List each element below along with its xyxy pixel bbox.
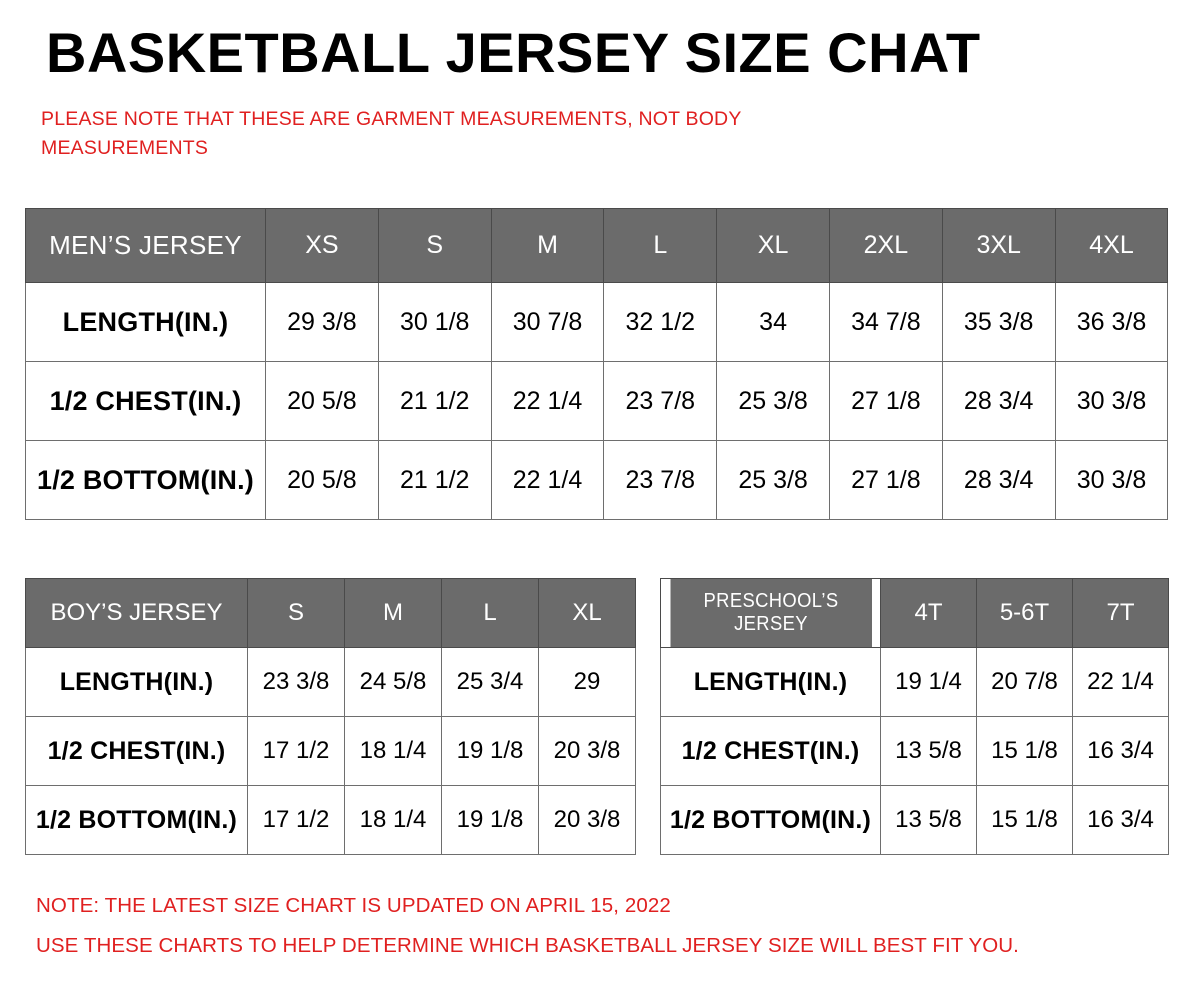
size-column-header: 2XL <box>828 208 943 283</box>
table-row: 1/2 BOTTOM(IN.) 20 5/8 21 1/2 22 1/4 23 7/8 2… <box>25 440 1169 520</box>
measurement-cell: 16 3/4 <box>1072 785 1169 855</box>
measurement-cell: 36 3/8 <box>1054 282 1169 362</box>
measurement-cell: 28 3/4 <box>941 440 1056 520</box>
measurement-cell: 35 3/8 <box>941 282 1056 362</box>
measurement-cell: 23 7/8 <box>603 440 718 520</box>
measurement-cell: 24 5/8 <box>344 647 442 717</box>
measurement-cell: 19 1/8 <box>441 785 539 855</box>
measurement-cell: 25 3/4 <box>441 647 539 717</box>
measurement-cell: 13 5/8 <box>880 785 977 855</box>
measurement-cell: 32 1/2 <box>603 282 718 362</box>
boys-jersey-size-table: BOY’S JERSEY S M L XL LENGTH(IN.) 23 3/8 24 5… <box>25 578 636 855</box>
measurement-cell: 20 3/8 <box>538 716 636 786</box>
size-column-header: 3XL <box>941 208 1056 283</box>
measurement-row-label: 1/2 CHEST(IN.) <box>25 361 266 441</box>
table-header-row: PRESCHOOL’S JERSEY 4T 5-6T 7T <box>661 578 1169 648</box>
table-row: 1/2 BOTTOM(IN.) 17 1/2 18 1/4 19 1/8 20 3/8 <box>25 785 636 855</box>
table-row: 1/2 CHEST(IN.) 20 5/8 21 1/2 22 1/4 23 7/8 25… <box>25 361 1169 441</box>
measurement-cell: 34 <box>716 282 830 362</box>
measurement-cell: 23 3/8 <box>247 647 345 717</box>
size-column-header: M <box>344 578 442 648</box>
table-row: 1/2 CHEST(IN.) 13 5/8 15 1/8 16 3/4 <box>660 716 1169 786</box>
size-column-header: M <box>490 208 605 283</box>
size-column-header: 4T <box>880 578 977 648</box>
size-column-header: 7T <box>1072 578 1169 648</box>
size-column-header: L <box>441 578 539 648</box>
measurement-cell: 17 1/2 <box>247 716 345 786</box>
measurement-cell: 30 7/8 <box>490 282 605 362</box>
size-column-header: S <box>377 208 492 283</box>
preschool-jersey-size-table: PRESCHOOL’S JERSEY 4T 5-6T 7T LENGTH(IN.) 1… <box>660 578 1169 855</box>
table-header-row: BOY’S JERSEY S M L XL <box>25 578 636 648</box>
measurement-cell: 21 1/2 <box>377 361 492 441</box>
measurement-cell: 15 1/8 <box>976 716 1073 786</box>
boys-corner-header: BOY’S JERSEY <box>25 578 248 648</box>
mens-jersey-size-table: MEN’S JERSEY XS S M L XL 2XL 3XL 4XL LENGTH(IN.… <box>25 208 1169 520</box>
measurement-cell: 30 3/8 <box>1054 361 1169 441</box>
measurement-cell: 18 1/4 <box>344 785 442 855</box>
preschool-corner-header: PRESCHOOL’S JERSEY <box>668 578 873 648</box>
measurement-cell: 34 7/8 <box>828 282 943 362</box>
measurement-cell: 29 <box>538 647 636 717</box>
mens-table-body: LENGTH(IN.) 29 3/8 30 1/8 30 7/8 32 1/2 34 34 … <box>25 282 1169 520</box>
measurement-cell: 28 3/4 <box>941 361 1056 441</box>
boys-table-head: BOY’S JERSEY S M L XL <box>25 578 636 648</box>
measurement-cell: 22 1/4 <box>490 361 605 441</box>
table-row: LENGTH(IN.) 29 3/8 30 1/8 30 7/8 32 1/2 34 34 … <box>25 282 1169 362</box>
table-row: 1/2 BOTTOM(IN.) 13 5/8 15 1/8 16 3/4 <box>660 785 1169 855</box>
measurement-cell: 20 7/8 <box>976 647 1073 717</box>
measurement-row-label: 1/2 CHEST(IN.) <box>660 716 881 786</box>
measurement-cell: 18 1/4 <box>344 716 442 786</box>
boys-table-body: LENGTH(IN.) 23 3/8 24 5/8 25 3/4 29 1/2 CHEST… <box>25 647 636 855</box>
measurement-cell: 17 1/2 <box>247 785 345 855</box>
table-header-row: MEN’S JERSEY XS S M L XL 2XL 3XL 4XL <box>25 208 1169 283</box>
measurement-cell: 30 1/8 <box>377 282 492 362</box>
measurement-cell: 13 5/8 <box>880 716 977 786</box>
measurement-cell: 22 1/4 <box>1072 647 1169 717</box>
measurement-cell: 19 1/4 <box>880 647 977 717</box>
measurement-cell: 30 3/8 <box>1054 440 1169 520</box>
measurement-row-label: 1/2 BOTTOM(IN.) <box>660 785 881 855</box>
measurement-cell: 23 7/8 <box>603 361 718 441</box>
size-column-header: 5-6T <box>976 578 1073 648</box>
measurement-cell: 27 1/8 <box>828 440 943 520</box>
measurement-cell: 16 3/4 <box>1072 716 1169 786</box>
size-column-header: XL <box>716 208 830 283</box>
measurement-cell: 20 3/8 <box>538 785 636 855</box>
preschool-table-body: LENGTH(IN.) 19 1/4 20 7/8 22 1/4 1/2 CHEST(I… <box>660 647 1169 855</box>
footer-note-usage: USE THESE CHARTS TO HELP DETERMINE WHICH… <box>36 934 1019 957</box>
measurement-row-label: LENGTH(IN.) <box>660 647 881 717</box>
measurement-cell: 25 3/8 <box>716 440 830 520</box>
footer-notes: NOTE: THE LATEST SIZE CHART IS UPDATED O… <box>36 886 1156 966</box>
table-row: 1/2 CHEST(IN.) 17 1/2 18 1/4 19 1/8 20 3/8 <box>25 716 636 786</box>
size-column-header: 4XL <box>1054 208 1169 283</box>
size-column-header: XL <box>538 578 636 648</box>
measurement-cell: 25 3/8 <box>716 361 830 441</box>
footer-note-update: NOTE: THE LATEST SIZE CHART IS UPDATED O… <box>36 894 671 917</box>
measurement-cell: 20 5/8 <box>265 361 379 441</box>
table-row: LENGTH(IN.) 19 1/4 20 7/8 22 1/4 <box>660 647 1169 717</box>
garment-measurement-note: PLEASE NOTE THAT THESE ARE GARMENT MEASU… <box>41 108 742 159</box>
page-title: BASKETBALL JERSEY SIZE CHAT <box>46 21 981 84</box>
measurement-cell: 27 1/8 <box>828 361 943 441</box>
measurement-row-label: LENGTH(IN.) <box>25 647 248 717</box>
size-column-header: XS <box>265 208 379 283</box>
measurement-row-label: LENGTH(IN.) <box>25 282 266 362</box>
measurement-row-label: 1/2 CHEST(IN.) <box>25 716 248 786</box>
table-row: LENGTH(IN.) 23 3/8 24 5/8 25 3/4 29 <box>25 647 636 717</box>
measurement-cell: 21 1/2 <box>377 440 492 520</box>
measurement-cell: 22 1/4 <box>490 440 605 520</box>
mens-table-head: MEN’S JERSEY XS S M L XL 2XL 3XL 4XL <box>25 208 1169 283</box>
measurement-cell: 29 3/8 <box>265 282 379 362</box>
measurement-row-label: 1/2 BOTTOM(IN.) <box>25 785 248 855</box>
measurement-cell: 19 1/8 <box>441 716 539 786</box>
preschool-table-head: PRESCHOOL’S JERSEY 4T 5-6T 7T <box>661 578 1169 648</box>
size-column-header: L <box>603 208 718 283</box>
measurement-cell: 15 1/8 <box>976 785 1073 855</box>
size-column-header: S <box>247 578 345 648</box>
measurement-row-label: 1/2 BOTTOM(IN.) <box>25 440 266 520</box>
measurement-cell: 20 5/8 <box>265 440 379 520</box>
mens-corner-header: MEN’S JERSEY <box>25 208 266 283</box>
